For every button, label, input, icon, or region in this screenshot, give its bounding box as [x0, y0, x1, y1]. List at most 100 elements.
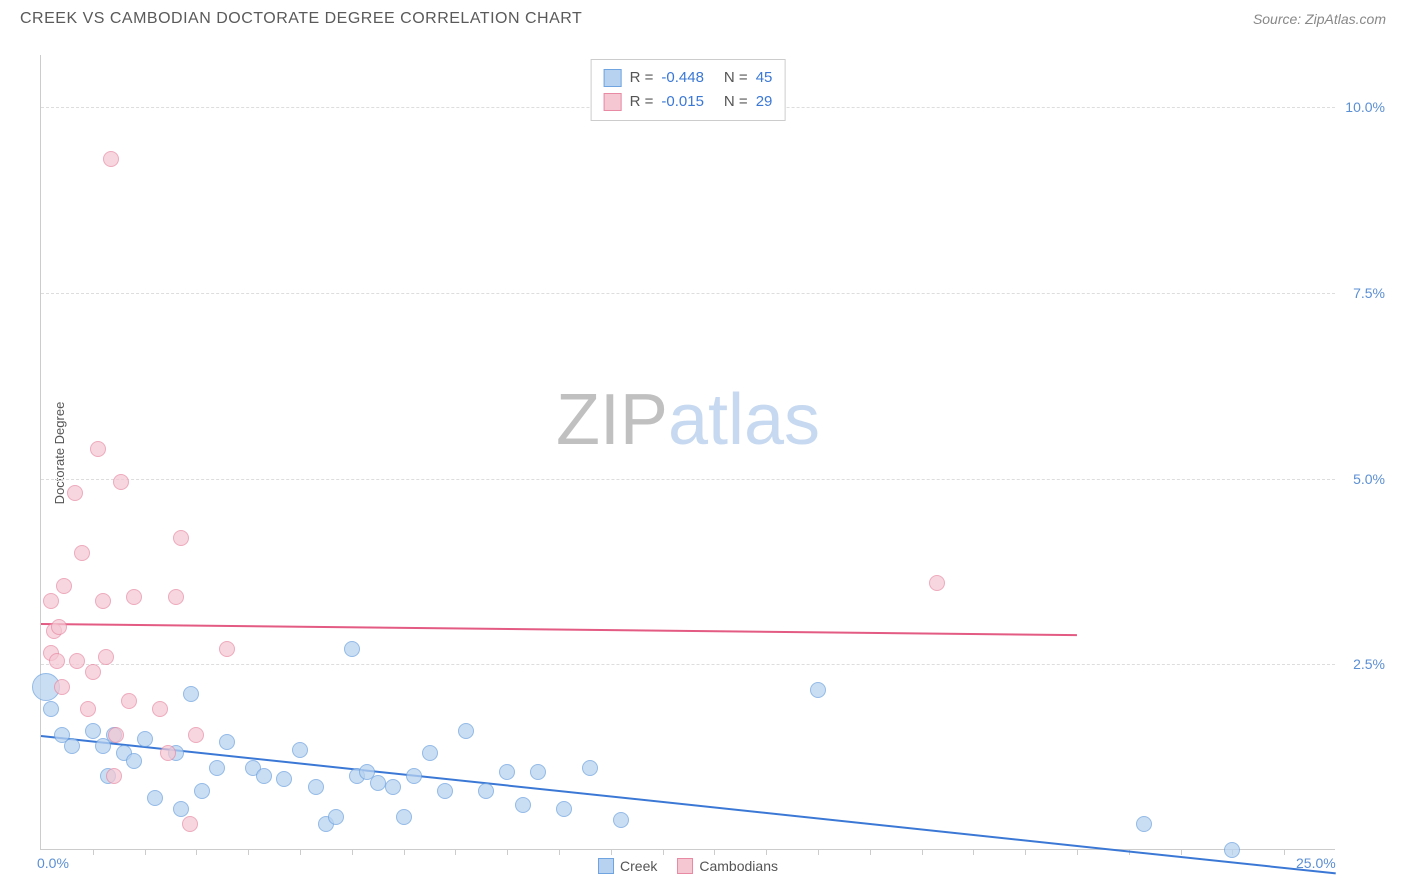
- y-tick-label: 2.5%: [1353, 656, 1385, 672]
- scatter-point: [67, 485, 83, 501]
- scatter-point: [85, 664, 101, 680]
- x-tick: [93, 849, 94, 855]
- scatter-point: [422, 745, 438, 761]
- gridline: [41, 479, 1335, 480]
- scatter-point: [556, 801, 572, 817]
- scatter-point: [98, 649, 114, 665]
- chart-header: CREEK VS CAMBODIAN DOCTORATE DEGREE CORR…: [0, 0, 1406, 36]
- x-tick: [611, 849, 612, 855]
- chart-source: Source: ZipAtlas.com: [1253, 11, 1386, 27]
- trend-line-cambodians: [41, 623, 1077, 636]
- scatter-point: [929, 575, 945, 591]
- x-tick: [922, 849, 923, 855]
- scatter-point: [126, 753, 142, 769]
- scatter-point: [499, 764, 515, 780]
- x-tick: [352, 849, 353, 855]
- legend-swatch: [604, 93, 622, 111]
- correlation-legend: R = -0.448N = 45R = -0.015N = 29: [591, 59, 786, 121]
- scatter-point: [173, 530, 189, 546]
- x-tick: [248, 849, 249, 855]
- scatter-point: [43, 701, 59, 717]
- scatter-point: [406, 768, 422, 784]
- scatter-point: [582, 760, 598, 776]
- scatter-point: [160, 745, 176, 761]
- scatter-point: [308, 779, 324, 795]
- scatter-point: [121, 693, 137, 709]
- scatter-point: [103, 151, 119, 167]
- x-tick: [404, 849, 405, 855]
- scatter-point: [108, 727, 124, 743]
- scatter-point: [276, 771, 292, 787]
- scatter-point: [137, 731, 153, 747]
- scatter-point: [530, 764, 546, 780]
- scatter-point: [106, 768, 122, 784]
- chart-container: Doctorate Degree ZIPatlas R = -0.448N = …: [40, 55, 1386, 850]
- scatter-point: [69, 653, 85, 669]
- y-tick-label: 7.5%: [1353, 285, 1385, 301]
- scatter-point: [328, 809, 344, 825]
- scatter-point: [182, 816, 198, 832]
- x-tick: [300, 849, 301, 855]
- scatter-point: [219, 734, 235, 750]
- scatter-point: [292, 742, 308, 758]
- scatter-point: [56, 578, 72, 594]
- scatter-point: [85, 723, 101, 739]
- scatter-point: [1224, 842, 1240, 858]
- x-tick-label: 0.0%: [37, 855, 69, 871]
- scatter-point: [194, 783, 210, 799]
- scatter-point: [152, 701, 168, 717]
- scatter-point: [396, 809, 412, 825]
- trend-line-creek: [41, 735, 1336, 874]
- legend-row: R = -0.448N = 45: [604, 66, 773, 90]
- scatter-point: [90, 441, 106, 457]
- scatter-point: [147, 790, 163, 806]
- scatter-point: [126, 589, 142, 605]
- x-tick: [145, 849, 146, 855]
- scatter-point: [183, 686, 199, 702]
- scatter-point: [64, 738, 80, 754]
- scatter-point: [95, 593, 111, 609]
- scatter-point: [54, 679, 70, 695]
- scatter-point: [219, 641, 235, 657]
- scatter-point: [43, 593, 59, 609]
- x-tick: [1025, 849, 1026, 855]
- scatter-point: [437, 783, 453, 799]
- x-tick: [1284, 849, 1285, 855]
- chart-title: CREEK VS CAMBODIAN DOCTORATE DEGREE CORR…: [20, 10, 582, 28]
- x-tick: [559, 849, 560, 855]
- y-tick-label: 10.0%: [1345, 99, 1385, 115]
- x-tick: [818, 849, 819, 855]
- x-tick: [714, 849, 715, 855]
- x-tick: [1077, 849, 1078, 855]
- scatter-point: [168, 589, 184, 605]
- y-tick-label: 5.0%: [1353, 471, 1385, 487]
- x-tick: [766, 849, 767, 855]
- scatter-point: [80, 701, 96, 717]
- scatter-point: [256, 768, 272, 784]
- scatter-point: [49, 653, 65, 669]
- x-tick: [507, 849, 508, 855]
- x-tick: [973, 849, 974, 855]
- scatter-point: [209, 760, 225, 776]
- x-tick: [455, 849, 456, 855]
- scatter-point: [113, 474, 129, 490]
- x-tick: [196, 849, 197, 855]
- scatter-point: [515, 797, 531, 813]
- gridline: [41, 664, 1335, 665]
- gridline: [41, 293, 1335, 294]
- legend-row: R = -0.015N = 29: [604, 90, 773, 114]
- scatter-point: [370, 775, 386, 791]
- x-tick: [663, 849, 664, 855]
- scatter-point: [385, 779, 401, 795]
- x-tick: [1181, 849, 1182, 855]
- legend-swatch: [677, 858, 693, 874]
- x-tick: [870, 849, 871, 855]
- scatter-point: [173, 801, 189, 817]
- legend-swatch: [604, 69, 622, 87]
- series-legend: CreekCambodians: [598, 858, 778, 874]
- scatter-point: [344, 641, 360, 657]
- scatter-point: [1136, 816, 1152, 832]
- scatter-point: [51, 619, 67, 635]
- legend-item: Creek: [598, 858, 657, 874]
- scatter-point: [188, 727, 204, 743]
